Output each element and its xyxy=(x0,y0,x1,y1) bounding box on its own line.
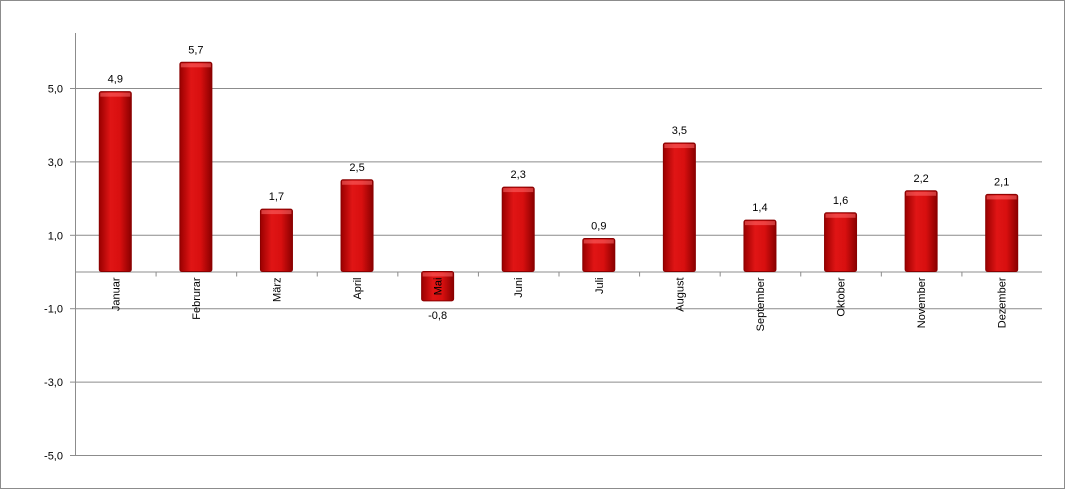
bar-highlight xyxy=(422,272,453,277)
bar-april xyxy=(340,179,374,272)
data-label: 3,5 xyxy=(672,125,687,137)
bar-november xyxy=(904,190,938,272)
bar-highlight xyxy=(664,144,695,149)
y-tick-label: 3,0 xyxy=(48,157,63,169)
bar-dezember xyxy=(985,193,1019,272)
category-label: April xyxy=(352,278,364,300)
data-label: 1,7 xyxy=(269,191,284,203)
bar-highlight xyxy=(906,191,937,196)
data-label: 2,5 xyxy=(349,162,364,174)
data-label: 0,9 xyxy=(591,220,606,232)
bar-highlight xyxy=(100,92,131,97)
bar-januar xyxy=(98,91,132,272)
bar-highlight xyxy=(986,195,1017,200)
bar-oktober xyxy=(824,212,858,272)
category-label: Juli xyxy=(594,278,606,295)
data-label: 1,6 xyxy=(833,195,848,207)
category-label: Dezember xyxy=(997,277,1009,328)
y-tick-label: -3,0 xyxy=(44,377,63,389)
category-label: Februrar xyxy=(191,277,203,320)
bar-august xyxy=(662,142,696,272)
data-label: -0,8 xyxy=(428,310,447,322)
bar-september xyxy=(743,219,777,272)
category-label: November xyxy=(916,277,928,328)
gridlines xyxy=(75,88,1042,456)
bar-mai xyxy=(421,271,455,302)
y-tick-label: 1,0 xyxy=(48,230,63,242)
category-label: September xyxy=(755,277,767,331)
category-label: Juni xyxy=(513,278,525,298)
y-tick-label: -1,0 xyxy=(44,304,63,316)
data-label: 4,9 xyxy=(108,74,123,86)
category-label: März xyxy=(271,278,283,302)
bar-highlight xyxy=(503,188,534,193)
category-label: Mai xyxy=(433,278,445,296)
bar-highlight xyxy=(825,213,856,218)
y-tick-label: 5,0 xyxy=(48,84,63,96)
data-label: 2,3 xyxy=(511,169,526,181)
axes xyxy=(70,33,1042,456)
y-tick-label: -5,0 xyxy=(44,451,63,463)
bar-highlight xyxy=(342,180,373,185)
bar-märz xyxy=(259,208,293,272)
bar-februrar xyxy=(179,61,213,273)
data-label: 1,4 xyxy=(752,202,767,214)
labels: 5,0 3,0 1,0 -1,0 -3,0 -5,0 4,9 Januar 5,7 Februra… xyxy=(44,44,1009,462)
category-label: Oktober xyxy=(836,277,848,316)
bar-highlight xyxy=(180,63,211,68)
category-label: August xyxy=(674,278,686,312)
category-label: Januar xyxy=(110,277,122,311)
bar-highlight xyxy=(744,221,775,226)
data-label: 2,2 xyxy=(913,173,928,185)
data-label: 2,1 xyxy=(994,176,1009,188)
bar-juni xyxy=(501,186,535,272)
data-label: 5,7 xyxy=(188,44,203,56)
bar-juli xyxy=(582,237,616,272)
bars xyxy=(98,61,1019,302)
bar-highlight xyxy=(261,210,292,215)
bar-highlight xyxy=(583,239,614,244)
